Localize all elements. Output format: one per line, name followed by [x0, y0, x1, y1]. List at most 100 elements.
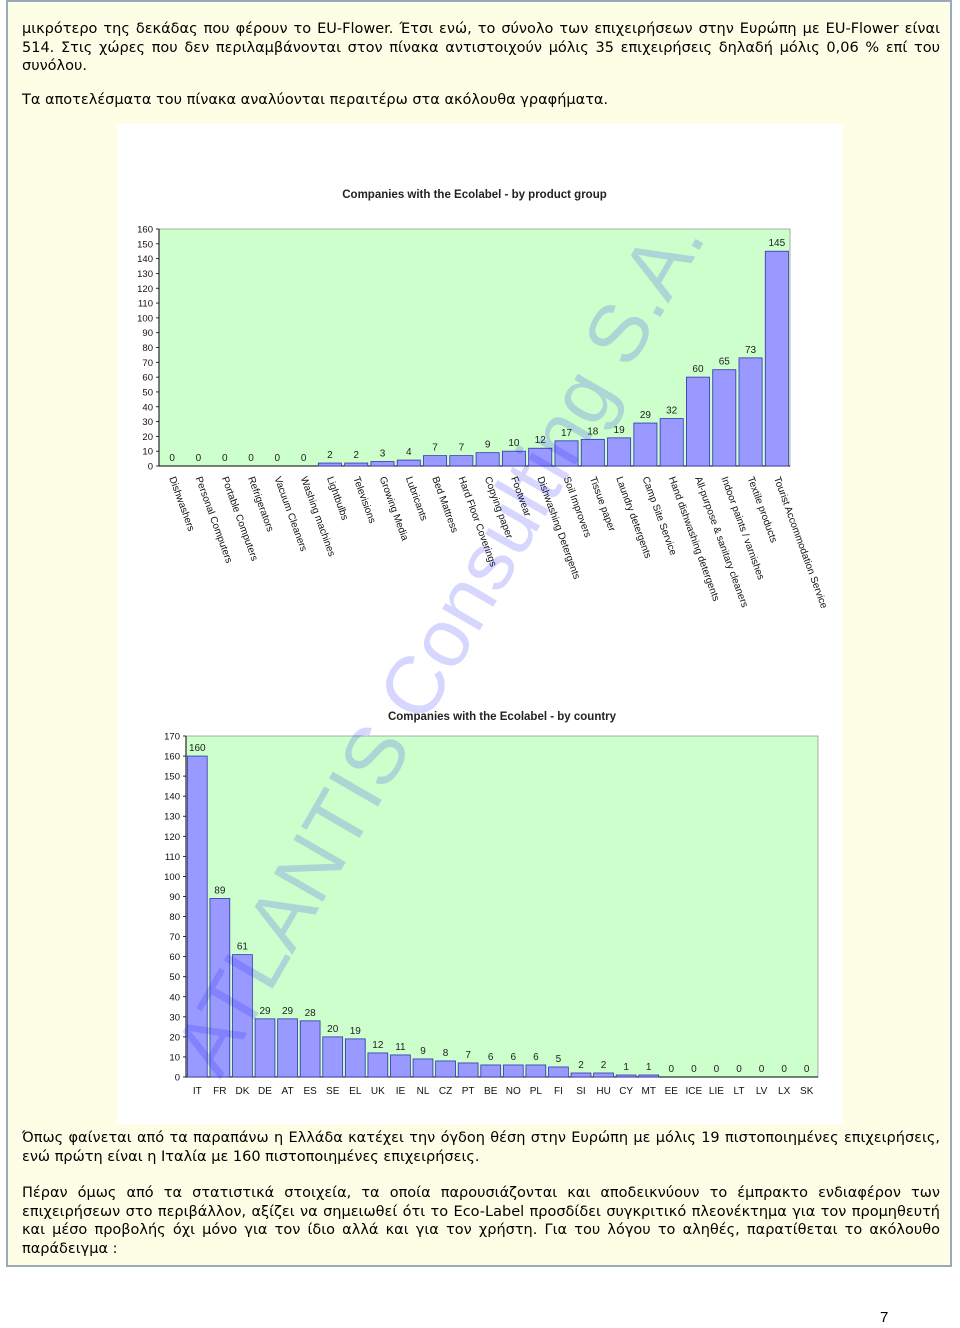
- data-label: 0: [781, 1064, 787, 1075]
- x-tick-label: DK: [235, 1086, 249, 1097]
- bar: [449, 455, 474, 467]
- chart-title: Companies with the Ecolabel - by product…: [342, 189, 607, 201]
- bar: [186, 755, 208, 1078]
- y-tick-label: 150: [164, 772, 180, 783]
- x-tick-label: LV: [756, 1086, 768, 1097]
- data-label: 4: [406, 447, 412, 458]
- data-label: 7: [459, 443, 465, 454]
- y-tick-label: 0: [148, 462, 153, 473]
- x-tick-label: FR: [213, 1086, 226, 1097]
- y-tick-label: 90: [169, 892, 180, 903]
- data-label: 0: [275, 453, 281, 464]
- y-tick-label: 110: [138, 299, 153, 310]
- bar: [209, 898, 231, 1078]
- x-tick-label: Lightbulbs: [324, 475, 350, 522]
- data-label: 1: [646, 1062, 652, 1073]
- paragraph-intro: μικρότερο της δεκάδας που φέρουν το EU-F…: [22, 21, 940, 74]
- y-tick-label: 10: [169, 1052, 180, 1063]
- bar: [277, 1018, 298, 1078]
- bar: [638, 1074, 660, 1078]
- x-tick-label: Hand dishwashing detergents: [666, 475, 721, 603]
- data-label: 0: [714, 1064, 720, 1075]
- bar: [502, 1064, 524, 1078]
- data-label: 2: [327, 450, 333, 461]
- bar: [475, 452, 500, 467]
- data-label: 7: [465, 1050, 471, 1061]
- chart-title: Companies with the Ecolabel - by country: [388, 711, 617, 723]
- data-label: 0: [169, 453, 175, 464]
- data-label: 10: [508, 438, 520, 449]
- data-label: 1: [623, 1062, 629, 1073]
- data-label: 12: [372, 1040, 384, 1051]
- x-tick-label: SI: [576, 1086, 585, 1097]
- data-label: 19: [614, 425, 626, 436]
- y-tick-label: 120: [164, 832, 180, 843]
- data-label: 8: [443, 1048, 449, 1059]
- y-tick-label: 80: [169, 912, 180, 923]
- x-tick-label: AT: [282, 1086, 294, 1097]
- data-label: 0: [804, 1064, 810, 1075]
- bar: [480, 1064, 502, 1078]
- x-tick-label: DE: [258, 1086, 272, 1097]
- data-label: 0: [691, 1064, 697, 1075]
- y-tick-label: 150: [137, 239, 153, 250]
- bar: [659, 418, 684, 467]
- y-tick-label: 30: [142, 417, 153, 428]
- data-label: 5: [556, 1054, 562, 1065]
- x-tick-label: HU: [596, 1086, 610, 1097]
- y-tick-label: 70: [142, 358, 153, 369]
- bar: [232, 954, 253, 1078]
- bar: [712, 369, 737, 467]
- x-tick-label: Tissue paper: [587, 475, 617, 533]
- x-tick-label: PT: [462, 1086, 475, 1097]
- y-tick-label: 110: [165, 852, 180, 863]
- data-label: 3: [380, 449, 386, 460]
- x-tick-label: BE: [484, 1086, 498, 1097]
- y-tick-label: 100: [137, 313, 153, 324]
- x-tick-label: SK: [800, 1086, 814, 1097]
- data-label: 9: [420, 1046, 426, 1057]
- chart-by-product-group: Companies with the Ecolabel - by product…: [137, 189, 829, 611]
- y-tick-label: 40: [169, 992, 180, 1003]
- x-tick-label: LIE: [709, 1086, 724, 1097]
- charts-figure: Companies with the Ecolabel - by product…: [117, 124, 843, 1124]
- bar: [633, 422, 658, 467]
- bar: [738, 357, 763, 467]
- y-tick-label: 100: [164, 872, 180, 883]
- paragraph-charts-intro: Τα αποτελέσματα του πίνακα αναλύονται πε…: [22, 92, 609, 108]
- bar: [423, 455, 448, 467]
- bar: [593, 1072, 614, 1078]
- data-label: 18: [587, 426, 599, 437]
- data-label: 0: [248, 453, 254, 464]
- y-tick-label: 160: [164, 752, 180, 763]
- data-label: 0: [196, 453, 202, 464]
- bar: [435, 1060, 456, 1078]
- x-tick-label: Dishwashers: [166, 475, 196, 533]
- bar: [607, 437, 632, 467]
- y-tick-label: 80: [142, 343, 153, 354]
- data-label: 17: [561, 428, 573, 439]
- data-label: 28: [305, 1008, 317, 1019]
- page-number: 7: [880, 1309, 889, 1326]
- plot-area: [185, 735, 819, 1078]
- y-tick-label: 40: [142, 402, 153, 413]
- data-label: 7: [432, 443, 438, 454]
- data-label: 73: [745, 345, 757, 356]
- y-tick-label: 0: [175, 1073, 180, 1084]
- bar: [254, 1018, 276, 1078]
- x-tick-label: Growing Media: [377, 475, 410, 542]
- y-tick-label: 10: [142, 447, 153, 458]
- x-tick-label: MT: [641, 1086, 655, 1097]
- data-label: 160: [189, 743, 206, 754]
- x-tick-label: Bed Mattress: [429, 475, 459, 534]
- bar: [548, 1066, 569, 1078]
- data-label: 6: [533, 1052, 539, 1063]
- bar: [396, 459, 421, 467]
- x-tick-label: Lubricants: [403, 475, 429, 522]
- data-label: 61: [237, 942, 249, 953]
- bar: [317, 462, 342, 467]
- data-label: 2: [601, 1060, 607, 1071]
- data-label: 11: [395, 1042, 406, 1053]
- x-tick-label: CY: [619, 1086, 633, 1097]
- plot-area: [158, 228, 791, 467]
